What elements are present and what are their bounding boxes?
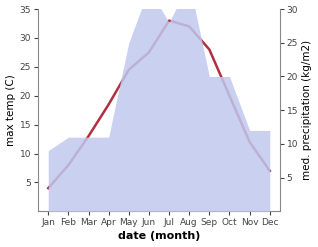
Y-axis label: med. precipitation (kg/m2): med. precipitation (kg/m2) — [302, 40, 313, 180]
X-axis label: date (month): date (month) — [118, 231, 200, 242]
Y-axis label: max temp (C): max temp (C) — [5, 74, 16, 146]
